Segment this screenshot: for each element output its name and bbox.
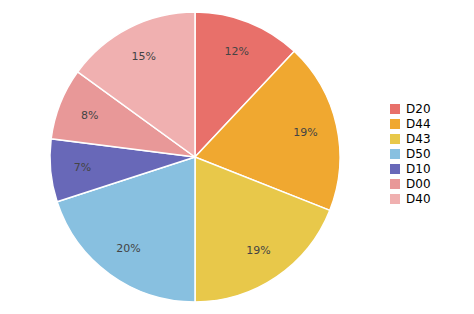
svg-text:8%: 8% — [81, 109, 98, 122]
html-text:D20: D20 — [406, 101, 431, 116]
html-text:D50: D50 — [406, 146, 431, 161]
html-text:D44: D44 — [406, 116, 431, 131]
svg-text:19%: 19% — [246, 244, 270, 257]
html-text:D40: D40 — [406, 191, 431, 206]
html-text:D00: D00 — [406, 176, 431, 191]
svg-text:7%: 7% — [74, 161, 91, 174]
svg-text:20%: 20% — [116, 242, 140, 255]
html-text:D43: D43 — [406, 131, 431, 146]
html-text:D10: D10 — [406, 161, 431, 176]
svg-text:12%: 12% — [224, 45, 248, 58]
svg-text:15%: 15% — [131, 50, 155, 63]
svg-text:19%: 19% — [293, 126, 317, 139]
